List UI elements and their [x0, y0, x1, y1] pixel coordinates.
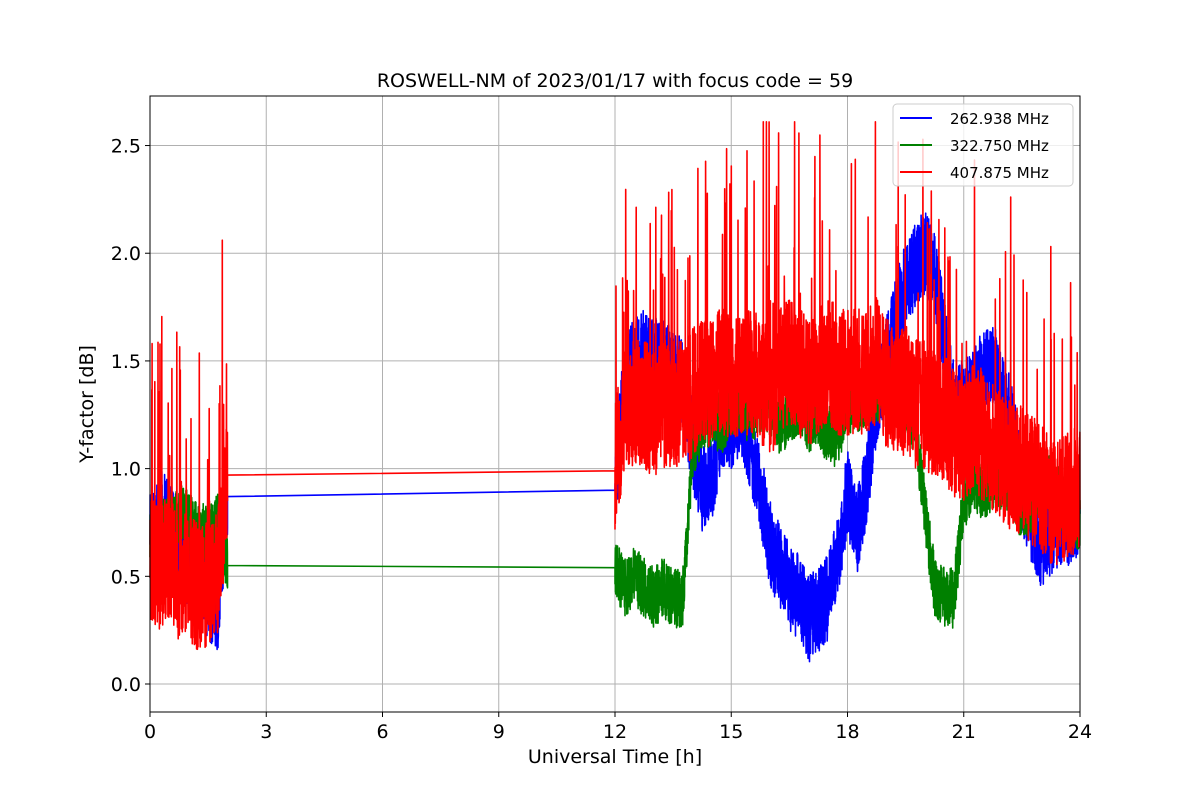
series-group	[149, 121, 1081, 663]
legend-box	[892, 103, 1074, 187]
series-line-3	[149, 121, 1081, 651]
x-tick-label: 6	[376, 721, 388, 743]
y-tick-label: 1.0	[111, 459, 141, 481]
x-tick-label: 24	[1068, 721, 1092, 743]
y-tick-label: 0.5	[111, 566, 141, 588]
y-axis-ticks: 0.0 0.5 1.0 1.5 2.0 2.5	[111, 136, 150, 696]
x-tick-label: 0	[144, 721, 156, 743]
x-tick-label: 12	[603, 721, 627, 743]
legend-label: 322.750 MHz	[950, 137, 1049, 155]
y-tick-label: 0.0	[111, 674, 141, 696]
legend-label: 407.875 MHz	[950, 164, 1049, 182]
legend: 262.938 MHz 322.750 MHz 407.875 MHz	[892, 103, 1074, 187]
y-axis-label: Y-factor [dB]	[76, 345, 98, 464]
x-tick-label: 15	[719, 721, 743, 743]
x-tick-label: 9	[493, 721, 505, 743]
x-axis-label: Universal Time [h]	[528, 746, 702, 768]
y-tick-label: 2.5	[111, 136, 141, 158]
legend-label: 262.938 MHz	[950, 110, 1049, 128]
x-tick-label: 3	[260, 721, 272, 743]
x-axis-ticks: 0 3 6 9 12 15 18 21 24	[144, 712, 1092, 743]
x-tick-label: 18	[835, 721, 859, 743]
chart-title: ROSWELL-NM of 2023/01/17 with focus code…	[377, 70, 853, 92]
y-tick-label: 1.5	[111, 351, 141, 373]
x-tick-label: 21	[952, 721, 976, 743]
y-tick-label: 2.0	[111, 243, 141, 265]
